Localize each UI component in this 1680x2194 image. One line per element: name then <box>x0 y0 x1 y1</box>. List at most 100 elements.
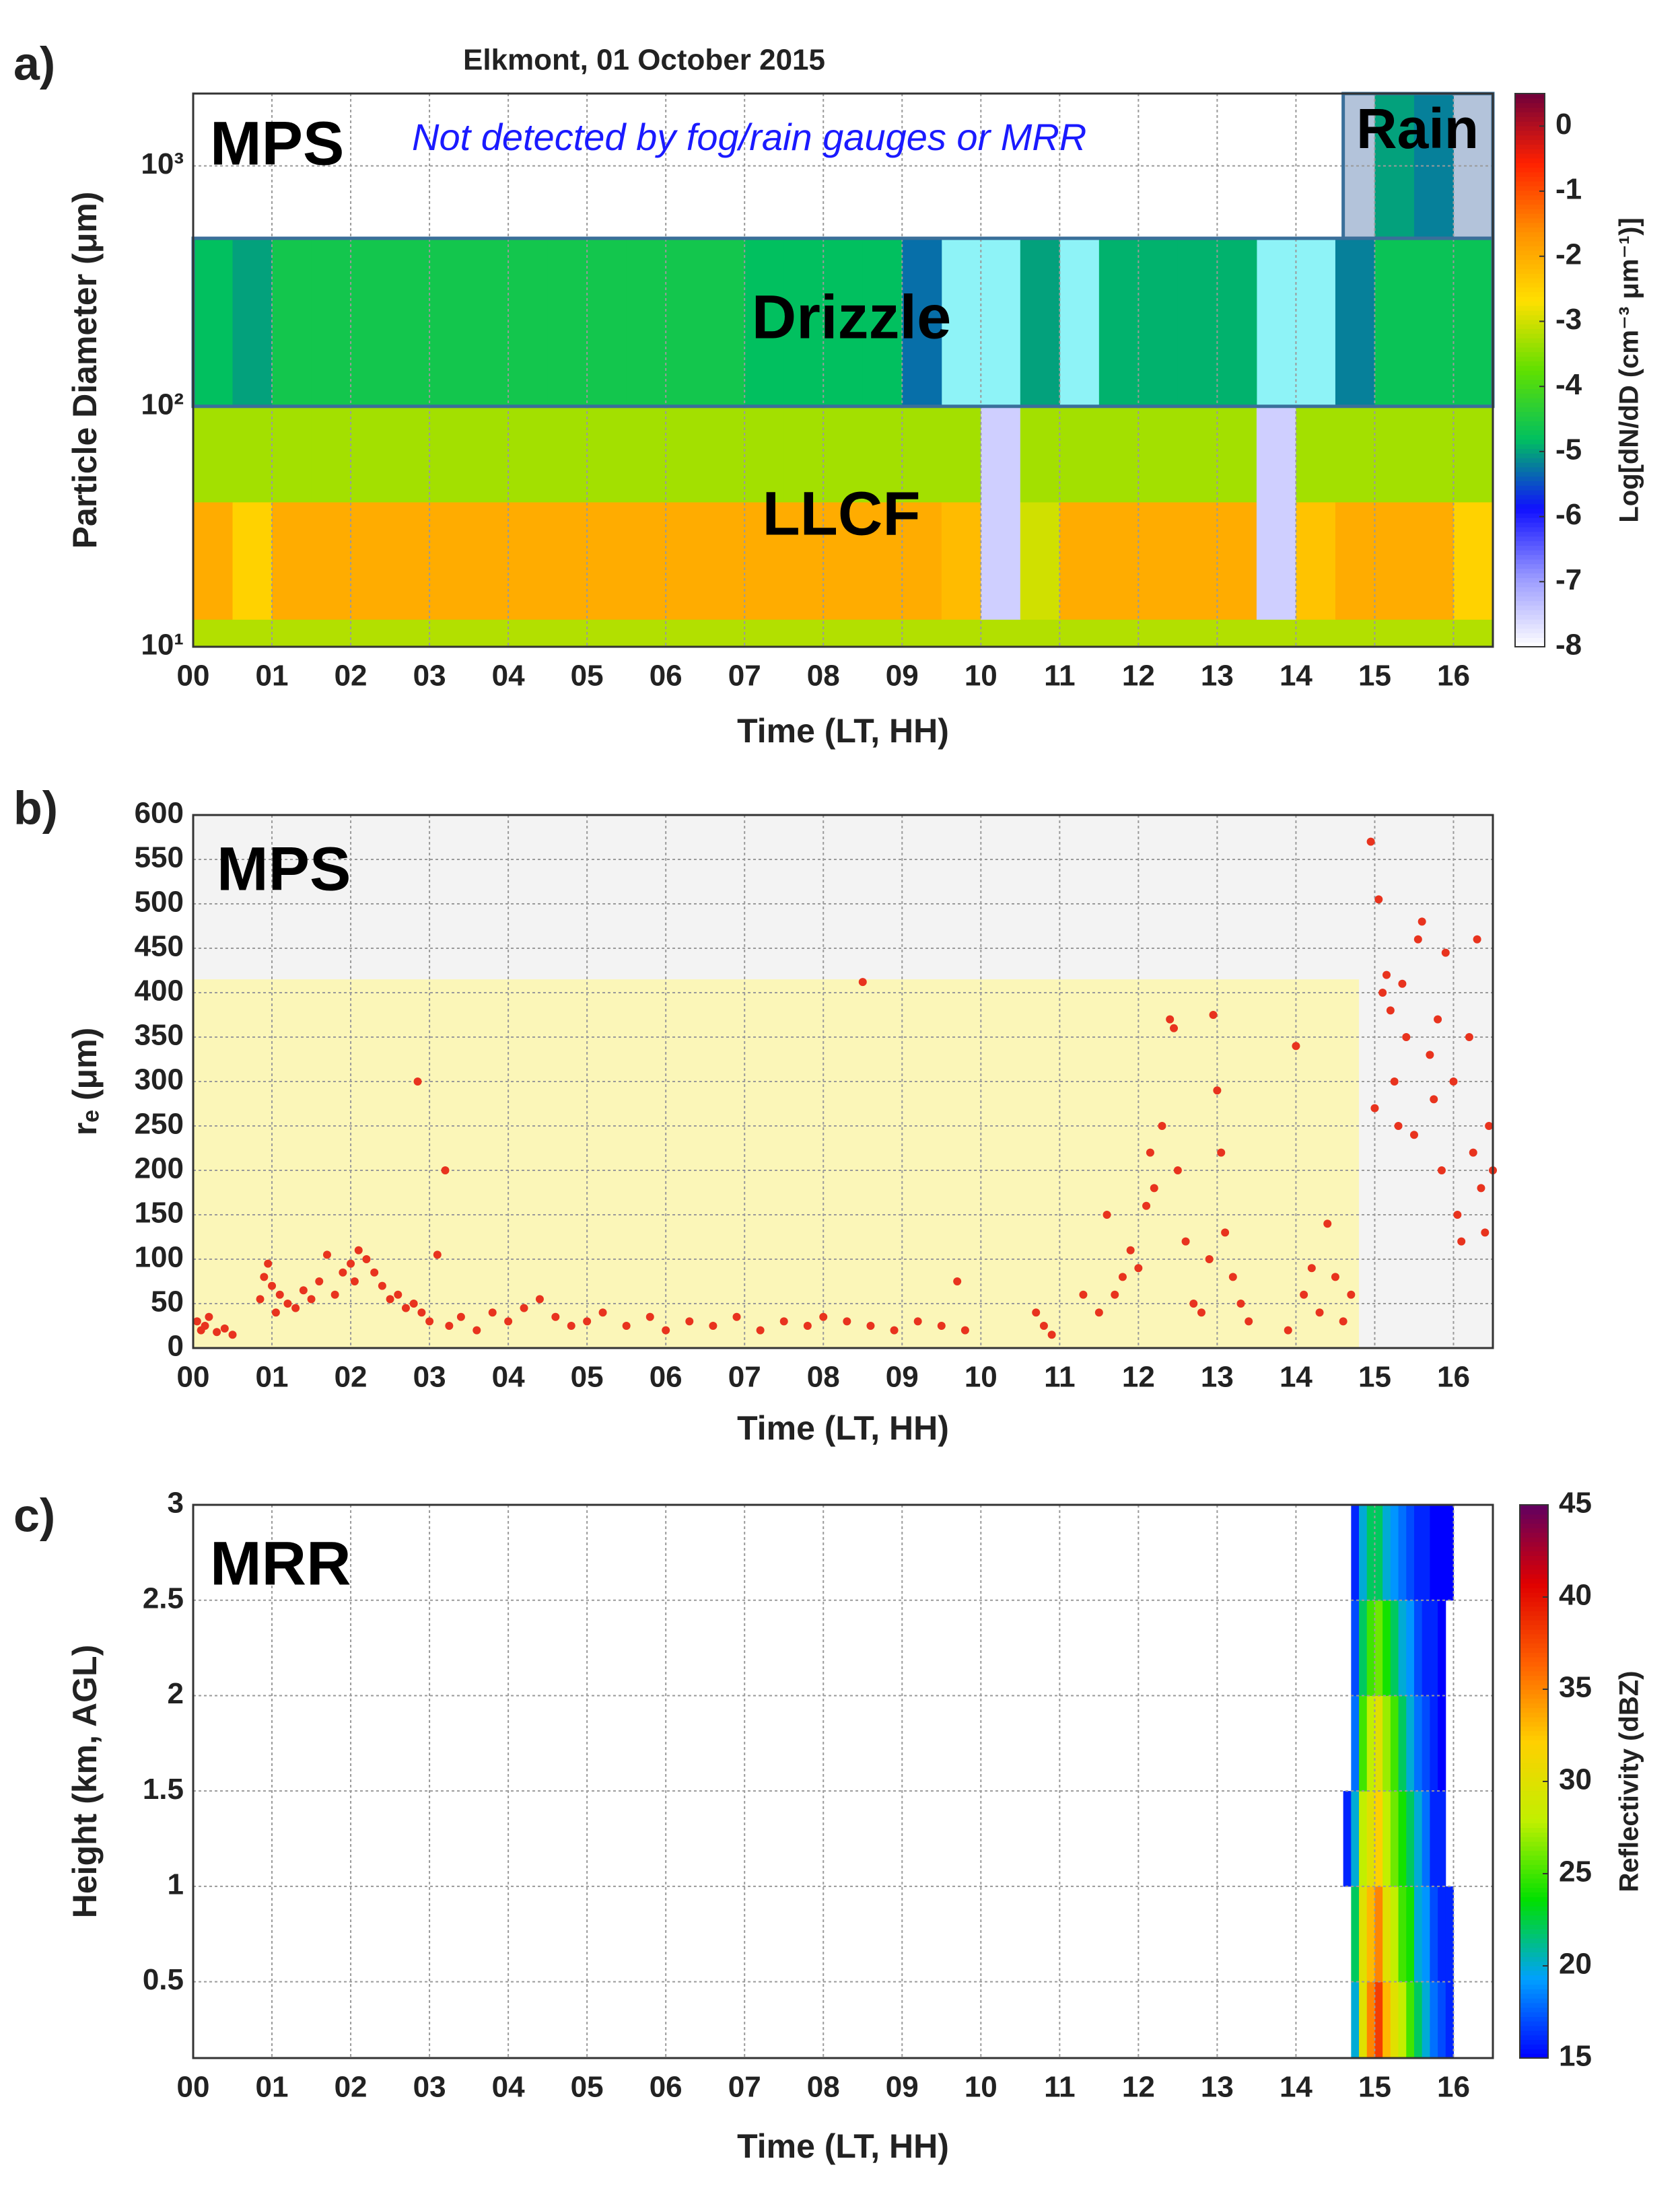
colorbar-swatch <box>1520 1763 1548 1769</box>
colorbar-swatch <box>1515 125 1545 131</box>
colorbar-swatch <box>1515 481 1545 486</box>
colorbar-swatch <box>1515 139 1545 145</box>
colorbar-swatch <box>1520 1583 1548 1588</box>
panel-label: c) <box>13 1489 55 1541</box>
x-tick-label: 07 <box>728 2071 761 2104</box>
colorbar-swatch <box>1515 513 1545 518</box>
heat-cell <box>1390 1886 1399 1983</box>
colorbar-swatch <box>1515 338 1545 343</box>
axes-frame <box>192 814 1494 1349</box>
colorbar-swatch <box>1520 2002 1548 2008</box>
scatter-point <box>256 1295 265 1304</box>
heat-cell <box>1406 1886 1415 1983</box>
x-tick-label: 14 <box>1280 2071 1312 2104</box>
heat-cell <box>1438 1981 1446 2059</box>
heat-cell <box>1335 406 1375 503</box>
colorbar-swatch <box>1515 379 1545 385</box>
colorbar-swatch <box>1520 1952 1548 1957</box>
x-tick-label: 00 <box>177 1361 210 1394</box>
heat-cell <box>1390 1791 1399 1887</box>
colorbar-swatch <box>1520 1675 1548 1680</box>
colorbar-swatch <box>1520 2044 1548 2049</box>
heat-cell <box>1453 238 1494 407</box>
scatter-point <box>1481 1228 1490 1237</box>
scatter-point <box>315 1277 324 1285</box>
x-tick-label: 00 <box>177 2071 210 2104</box>
scatter-point <box>1434 1015 1442 1024</box>
axes-frame <box>192 92 1494 648</box>
scatter-point <box>1402 1033 1411 1041</box>
heat-cell <box>587 238 627 407</box>
scatter-point <box>662 1326 670 1335</box>
scatter-point <box>1221 1228 1230 1237</box>
colorbar-swatch <box>1515 273 1545 279</box>
colorbar-swatch <box>1520 1643 1548 1648</box>
y-tick-label: 600 <box>135 797 184 830</box>
heat-cell <box>1413 619 1454 647</box>
colorbar-swatch <box>1515 573 1545 578</box>
scatter-point <box>1413 935 1422 944</box>
colorbar-swatch <box>1520 1984 1548 1989</box>
colorbar-swatch <box>1515 135 1545 141</box>
scatter-point <box>445 1322 454 1330</box>
heat-cell <box>1398 1600 1407 1696</box>
scatter-point <box>1347 1290 1356 1299</box>
colorbar-swatch <box>1520 1629 1548 1635</box>
heat-cell <box>902 406 942 503</box>
y-axis-label: Particle Diameter (μm) <box>66 192 104 549</box>
heat-cell <box>1256 406 1296 503</box>
colorbar-label: Reflectivity (dBZ) <box>1615 1671 1644 1892</box>
colorbar-swatch <box>1515 301 1545 306</box>
scatter-point <box>913 1317 922 1326</box>
heat-cell <box>1359 1886 1368 1983</box>
colorbar-swatch <box>1515 287 1545 293</box>
x-tick-label: 06 <box>650 2071 682 2104</box>
colorbar-swatch <box>1515 204 1545 209</box>
heat-cell <box>1177 619 1218 647</box>
heat-cell <box>193 501 234 620</box>
heat-cell <box>1445 1886 1454 1983</box>
colorbar-swatch <box>1520 2007 1548 2013</box>
heat-cell <box>1374 1505 1383 1601</box>
x-axis-label: Time (LT, HH) <box>737 2127 949 2165</box>
colorbar-swatch <box>1520 1560 1548 1565</box>
heat-cell <box>1296 501 1336 620</box>
colorbar-swatch <box>1520 2026 1548 2031</box>
scatter-point <box>433 1250 442 1259</box>
heat-cell <box>232 238 273 407</box>
colorbar-tick-label: 35 <box>1559 1671 1592 1704</box>
scatter-point <box>1409 1131 1418 1139</box>
colorbar-swatch <box>1520 1777 1548 1782</box>
colorbar-swatch <box>1520 1813 1548 1819</box>
colorbar-swatch <box>1520 1652 1548 1658</box>
scatter-point <box>1437 1166 1446 1174</box>
colorbar-swatch <box>1515 153 1545 159</box>
scatter-point <box>425 1317 434 1326</box>
y-tick-label: 450 <box>135 930 184 963</box>
scatter-point <box>213 1328 221 1337</box>
colorbar-swatch <box>1520 1804 1548 1810</box>
annotations: MPS Not detected by fog/rain gauges or M… <box>210 97 1479 1598</box>
scatter-point <box>291 1304 300 1312</box>
colorbar-swatch <box>1515 462 1545 468</box>
y-axis-label: Height (km, AGL) <box>66 1645 104 1918</box>
colorbar-swatch <box>1515 157 1545 164</box>
scatter-point <box>1047 1331 1056 1339</box>
scatter-point <box>413 1077 422 1086</box>
heat-cell <box>547 501 588 620</box>
x-tick-label: 08 <box>807 660 840 693</box>
colorbar-swatch <box>1520 1841 1548 1847</box>
x-tick-label: 06 <box>650 660 682 693</box>
colorbar-swatch <box>1515 319 1545 325</box>
scatter-point <box>1418 917 1426 926</box>
x-tick-label: 05 <box>571 2071 604 2104</box>
scatter-point <box>1173 1166 1182 1174</box>
scatter-point <box>417 1308 426 1317</box>
heat-cell <box>1413 406 1454 503</box>
heat-cell <box>1390 1600 1399 1696</box>
colorbar-label: Log[dN/dD (cm⁻³ μm⁻¹)] <box>1615 217 1644 522</box>
scatter-point <box>1236 1300 1245 1308</box>
colorbar-swatch <box>1520 1541 1548 1547</box>
x-tick-label: 02 <box>335 660 368 693</box>
heat-cell <box>1390 1505 1399 1601</box>
